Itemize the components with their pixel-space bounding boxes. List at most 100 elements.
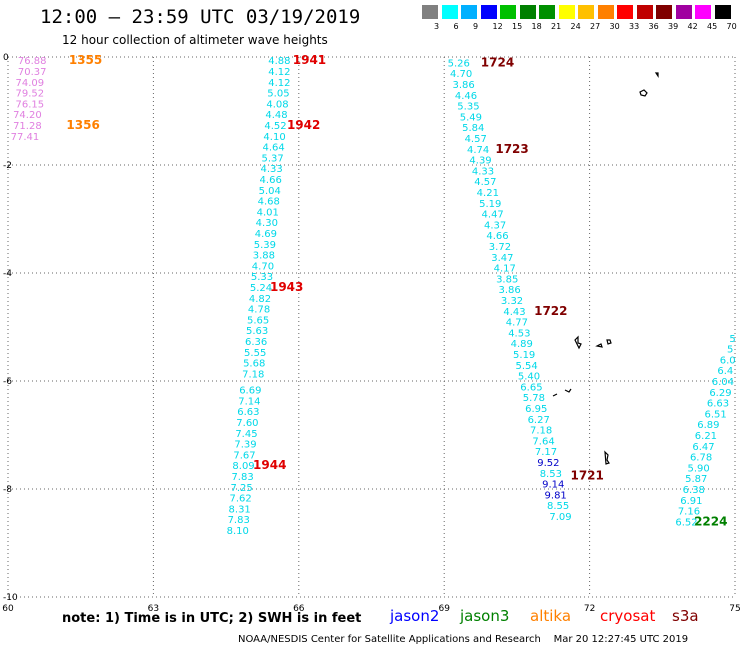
mission-name: jason3 — [460, 607, 510, 625]
swh-value: 70.37 — [18, 67, 47, 78]
swh-value: 8.09 — [232, 461, 254, 472]
color-scale-label: 21 — [551, 22, 562, 31]
swh-value: 4.39 — [469, 156, 491, 167]
color-scale-label: 9 — [473, 22, 479, 31]
swh-value: 6.29 — [709, 388, 731, 399]
swh-value: 5 — [729, 334, 735, 345]
swh-value: 4.64 — [262, 143, 284, 154]
pass-time-label: 1356 — [66, 118, 99, 132]
swh-value: 5.84 — [462, 123, 484, 134]
island-outline — [552, 393, 558, 397]
x-tick-label: 66 — [293, 604, 305, 614]
swh-value: 5.05 — [267, 89, 289, 100]
swh-value: 5.26 — [448, 58, 470, 69]
swh-value: 4.33 — [261, 164, 283, 175]
swh-value: 4.82 — [249, 294, 271, 305]
swh-value: 6.38 — [683, 485, 705, 496]
swh-value: 4.77 — [506, 318, 528, 329]
pass-time-label: 1943 — [270, 280, 303, 294]
pass-time-label: 1941 — [293, 53, 326, 67]
color-scale-label: 18 — [531, 22, 542, 31]
island-outline — [639, 89, 648, 97]
swh-value: 5.19 — [479, 199, 501, 210]
swh-value: 5.49 — [460, 112, 482, 123]
x-tick-label: 60 — [2, 604, 14, 614]
swh-value: 6.47 — [692, 442, 714, 453]
swh-value: 6.91 — [680, 496, 702, 507]
swh-value: 4.78 — [248, 305, 270, 316]
swh-value: 4.70 — [450, 69, 472, 80]
swh-value: 3.88 — [253, 251, 275, 262]
swh-value: 4.10 — [263, 132, 285, 143]
y-tick-label: 0 — [3, 53, 9, 63]
pass-time-label: 1355 — [69, 53, 102, 67]
swh-value: 6.69 — [239, 386, 261, 397]
color-scale-swatch — [617, 5, 633, 19]
y-tick-label: -2 — [3, 161, 12, 171]
pass-time-label: 1723 — [495, 142, 528, 156]
swh-value: 7.16 — [678, 507, 700, 518]
pass-time-label: 1724 — [481, 55, 514, 69]
swh-value: 5.65 — [247, 315, 269, 326]
mission-name: s3a — [672, 607, 699, 625]
y-tick-label: -8 — [3, 485, 12, 495]
swh-value: 7.67 — [233, 450, 255, 461]
coastlines — [552, 72, 659, 465]
swh-value: 3.85 — [496, 274, 518, 285]
mission-name: cryosat — [600, 607, 656, 625]
color-scale-swatch — [422, 5, 438, 19]
color-scale-label: 42 — [687, 22, 698, 31]
swh-value: 4.12 — [268, 78, 290, 89]
pass-time-label: 1942 — [287, 118, 320, 132]
swh-value: 7.18 — [242, 369, 264, 380]
swh-value: 9.81 — [545, 490, 567, 501]
swh-value: 6.78 — [690, 453, 712, 464]
color-scale-swatch — [461, 5, 477, 19]
swh-value: 5.04 — [259, 186, 281, 197]
grid-lines — [7, 56, 736, 598]
swh-value: 4.52 — [264, 121, 286, 132]
swh-value: 5.54 — [515, 361, 537, 372]
color-scale-swatch — [656, 5, 672, 19]
swh-value: 4.17 — [494, 264, 516, 275]
swh-value: 6.95 — [525, 404, 547, 415]
color-scale-label: 39 — [668, 22, 679, 31]
swh-value: 5.24 — [250, 283, 272, 294]
swh-value: 7.60 — [236, 418, 258, 429]
swh-value: 7.39 — [234, 440, 256, 451]
swh-value: 3.32 — [501, 296, 523, 307]
swh-value: 4.01 — [257, 207, 279, 218]
swh-value: 6.4 — [717, 366, 733, 377]
swh-value: 7.62 — [230, 494, 252, 505]
swh-value: 4.70 — [252, 261, 274, 272]
swh-value: 7.18 — [530, 426, 552, 437]
y-tick-label: -4 — [3, 269, 12, 279]
color-scale-label: 30 — [609, 22, 620, 31]
x-tick-label: 69 — [438, 604, 450, 614]
footer-note: note: 1) Time is in UTC; 2) SWH is in fe… — [62, 611, 362, 626]
timestamp: Mar 20 12:27:45 UTC 2019 — [553, 634, 689, 645]
island-outline — [564, 388, 572, 393]
color-scale-label: 15 — [512, 22, 523, 31]
color-scale-swatch — [714, 5, 731, 19]
swh-value: 6.89 — [697, 420, 719, 431]
chart-title: 12:00 – 23:59 UTC 03/19/2019 — [40, 6, 361, 28]
swh-value: 4.66 — [486, 231, 508, 242]
swh-value: 6.51 — [704, 409, 726, 420]
swh-value: 5.35 — [457, 102, 479, 113]
swh-value: 74.09 — [15, 78, 44, 89]
swh-value: 5.33 — [251, 272, 273, 283]
swh-value: 5.19 — [513, 350, 535, 361]
swh-value: 4.53 — [508, 328, 530, 339]
swh-value: 6.21 — [695, 431, 717, 442]
chart-subtitle: 12 hour collection of altimeter wave hei… — [62, 33, 328, 47]
color-scale-swatch — [636, 5, 653, 19]
color-scale-label: 36 — [648, 22, 659, 31]
swh-value: 4.57 — [474, 177, 496, 188]
swh-value: 8.31 — [229, 504, 251, 515]
swh-value: 74.20 — [13, 110, 42, 121]
swh-value: 5.78 — [523, 393, 545, 404]
color-scale-swatch — [675, 5, 692, 19]
swh-value: 5.87 — [685, 474, 707, 485]
swh-value: 4.08 — [266, 99, 288, 110]
